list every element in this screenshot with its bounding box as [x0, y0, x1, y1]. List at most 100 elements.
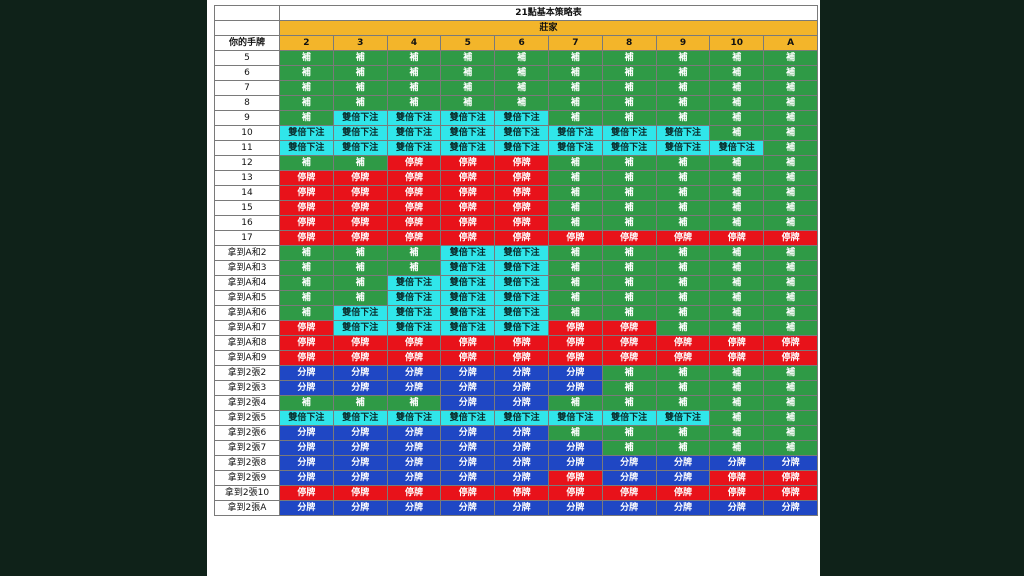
- strategy-cell: 分牌: [494, 425, 549, 441]
- strategy-cell: 雙倍下注: [494, 410, 549, 426]
- strategy-cell: 停牌: [440, 185, 496, 201]
- strategy-cell: 補: [763, 125, 818, 141]
- strategy-cell: 補: [601, 200, 657, 216]
- strategy-cell: 補: [279, 95, 334, 111]
- strategy-cell: 補: [709, 260, 765, 276]
- strategy-cell: 補: [709, 110, 765, 126]
- strategy-cell: 補: [332, 50, 388, 66]
- strategy-cell: 補: [709, 155, 765, 171]
- strategy-cell: 停牌: [386, 215, 442, 231]
- strategy-cell: 停牌: [547, 230, 603, 246]
- strategy-cell: 停牌: [709, 470, 765, 486]
- strategy-cell: 補: [547, 95, 603, 111]
- strategy-cell: 補: [601, 245, 657, 261]
- strategy-cell: 雙倍下注: [440, 140, 496, 156]
- player-hand-label: 拿到2張3: [214, 380, 280, 396]
- strategy-cell: 雙倍下注: [494, 290, 549, 306]
- strategy-cell: 補: [763, 365, 818, 381]
- strategy-cell: 停牌: [386, 350, 442, 366]
- strategy-cell: 分牌: [440, 380, 496, 396]
- hand-header: 你的手牌: [214, 35, 280, 51]
- strategy-cell: 補: [547, 395, 603, 411]
- strategy-cell: 分牌: [440, 500, 496, 516]
- strategy-cell: 補: [763, 425, 818, 441]
- strategy-cell: 補: [655, 155, 711, 171]
- strategy-cell: 補: [709, 440, 765, 456]
- strategy-cell: 雙倍下注: [386, 110, 442, 126]
- strategy-cell: 停牌: [440, 200, 496, 216]
- strategy-cell: 分牌: [601, 470, 657, 486]
- strategy-cell: 停牌: [279, 335, 334, 351]
- dealer-card-header: 10: [709, 35, 765, 51]
- player-hand-label: 11: [214, 140, 280, 156]
- strategy-cell: 分牌: [279, 380, 334, 396]
- strategy-cell: 停牌: [494, 350, 549, 366]
- strategy-cell: 分牌: [332, 440, 388, 456]
- strategy-cell: 分牌: [547, 500, 603, 516]
- strategy-cell: 補: [601, 95, 657, 111]
- table-row: 拿到2張7 分牌 分牌 分牌 分牌 分牌 分牌補補補補: [214, 440, 818, 456]
- strategy-cell: 補: [655, 185, 711, 201]
- strategy-cell: 停牌: [440, 155, 496, 171]
- strategy-cell: 停牌: [332, 185, 388, 201]
- strategy-cell: 停牌: [547, 485, 603, 501]
- strategy-cell: 補: [601, 80, 657, 96]
- strategy-cell: 補: [547, 185, 603, 201]
- strategy-cell: 補: [332, 65, 388, 81]
- strategy-cell: 補: [279, 110, 334, 126]
- player-hand-label: 拿到2張A: [214, 500, 280, 516]
- strategy-cell: 補: [601, 215, 657, 231]
- strategy-cell: 補: [709, 170, 765, 186]
- strategy-cell: 分牌: [494, 380, 549, 396]
- strategy-cell: 分牌: [386, 455, 442, 471]
- strategy-cell: 補: [601, 380, 657, 396]
- strategy-cell: 補: [763, 50, 818, 66]
- strategy-cell: 補: [655, 95, 711, 111]
- player-hand-label: 14: [214, 185, 280, 201]
- strategy-cell: 補: [279, 65, 334, 81]
- strategy-cell: 分牌: [279, 365, 334, 381]
- strategy-cell: 補: [332, 290, 388, 306]
- strategy-cell: 補: [763, 320, 818, 336]
- strategy-cell: 補: [709, 80, 765, 96]
- strategy-cell: 補: [709, 395, 765, 411]
- strategy-cell: 雙倍下注: [494, 125, 549, 141]
- strategy-cell: 停牌: [763, 350, 818, 366]
- strategy-cell: 補: [763, 395, 818, 411]
- strategy-cell: 分牌: [332, 425, 388, 441]
- strategy-cell: 分牌: [494, 395, 549, 411]
- strategy-cell: 分牌: [279, 470, 334, 486]
- strategy-cell: 分牌: [386, 380, 442, 396]
- strategy-cell: 補: [279, 305, 334, 321]
- strategy-cell: 補: [655, 380, 711, 396]
- strategy-cell: 停牌: [494, 230, 549, 246]
- strategy-cell: 補: [763, 200, 818, 216]
- dealer-card-header: 3: [332, 35, 388, 51]
- strategy-cell: 補: [763, 245, 818, 261]
- strategy-cell: 分牌: [655, 500, 711, 516]
- strategy-cell: 補: [709, 200, 765, 216]
- table-row: 拿到2張6 分牌 分牌 分牌 分牌 分牌補補補補補: [214, 425, 818, 441]
- strategy-cell: 補: [655, 215, 711, 231]
- strategy-cell: 分牌: [386, 425, 442, 441]
- strategy-cell: 雙倍下注: [655, 140, 711, 156]
- strategy-cell: 補: [279, 50, 334, 66]
- strategy-cell: 分牌: [279, 455, 334, 471]
- strategy-cell: 補: [709, 65, 765, 81]
- table-row: 12 補補停牌 停牌 停牌補補補補補: [214, 155, 818, 171]
- strategy-cell: 停牌: [279, 185, 334, 201]
- strategy-cell: 停牌: [386, 170, 442, 186]
- strategy-cell: 停牌: [601, 320, 657, 336]
- strategy-cell: 補: [601, 440, 657, 456]
- strategy-cell: 補: [655, 305, 711, 321]
- strategy-cell: 補: [709, 185, 765, 201]
- strategy-cell: 補: [332, 275, 388, 291]
- table-row: 15 停牌 停牌 停牌 停牌 停牌補補補補補: [214, 200, 818, 216]
- strategy-cell: 補: [386, 65, 442, 81]
- player-hand-label: 拿到A和8: [214, 335, 280, 351]
- strategy-cell: 停牌: [279, 485, 334, 501]
- strategy-cell: 雙倍下注: [279, 140, 334, 156]
- strategy-cell: 補: [655, 200, 711, 216]
- strategy-cell: 補: [655, 395, 711, 411]
